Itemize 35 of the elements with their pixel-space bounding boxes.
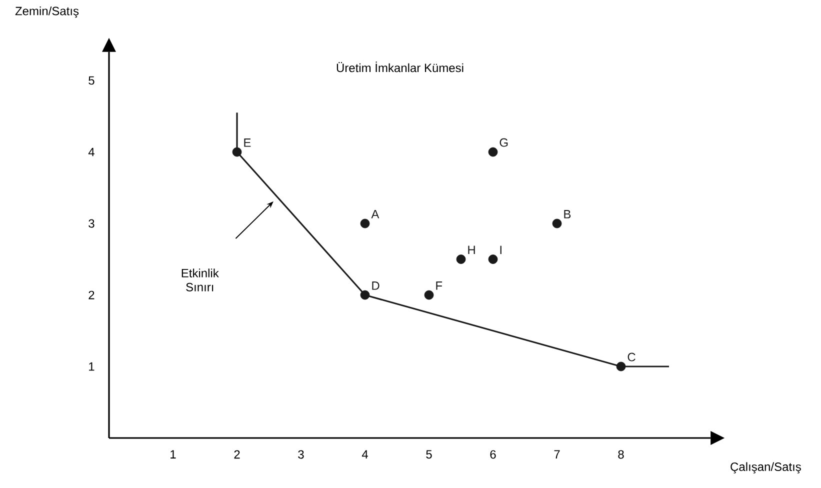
x-axis-title: Çalışan/Satış [730, 462, 801, 474]
y-axis-title: Zemin/Satış [15, 6, 79, 18]
x-tick-label: 3 [298, 450, 304, 459]
text: Üretim İmkanlar Kümesi [336, 62, 464, 72]
series-label: I [500, 246, 502, 254]
x-tick-label: 2 [234, 450, 240, 459]
y-tick-label: 3 [88, 219, 94, 228]
point [616, 362, 626, 372]
series-label: B [564, 210, 571, 218]
x-tick-label: 5 [426, 450, 432, 459]
point [360, 218, 370, 228]
point [232, 147, 242, 157]
x-tick-label: 6 [490, 450, 496, 459]
y-tick-label: 4 [88, 148, 94, 156]
y-tick-label: 5 [88, 76, 94, 85]
point [456, 254, 466, 264]
series-label: G [500, 138, 508, 147]
point [552, 218, 562, 228]
series-label: C [628, 352, 636, 362]
point [424, 290, 434, 300]
series-label: E [244, 138, 251, 147]
y-tick-label: 2 [88, 290, 94, 300]
series-label: D [372, 282, 380, 290]
x-tick-label: 7 [554, 450, 560, 458]
y-tick-label: 1 [89, 362, 94, 371]
point [360, 290, 370, 300]
point [488, 147, 498, 157]
series-label: A [371, 210, 380, 218]
x-tick-label: 4 [362, 450, 368, 458]
series-label: F [436, 282, 442, 290]
x-tick-label: 8 [618, 450, 624, 459]
point [488, 254, 498, 264]
series-label: H [468, 246, 475, 254]
x-tick-label: 1 [170, 450, 176, 458]
annotation: Etkinlik Sınırı [182, 268, 219, 292]
